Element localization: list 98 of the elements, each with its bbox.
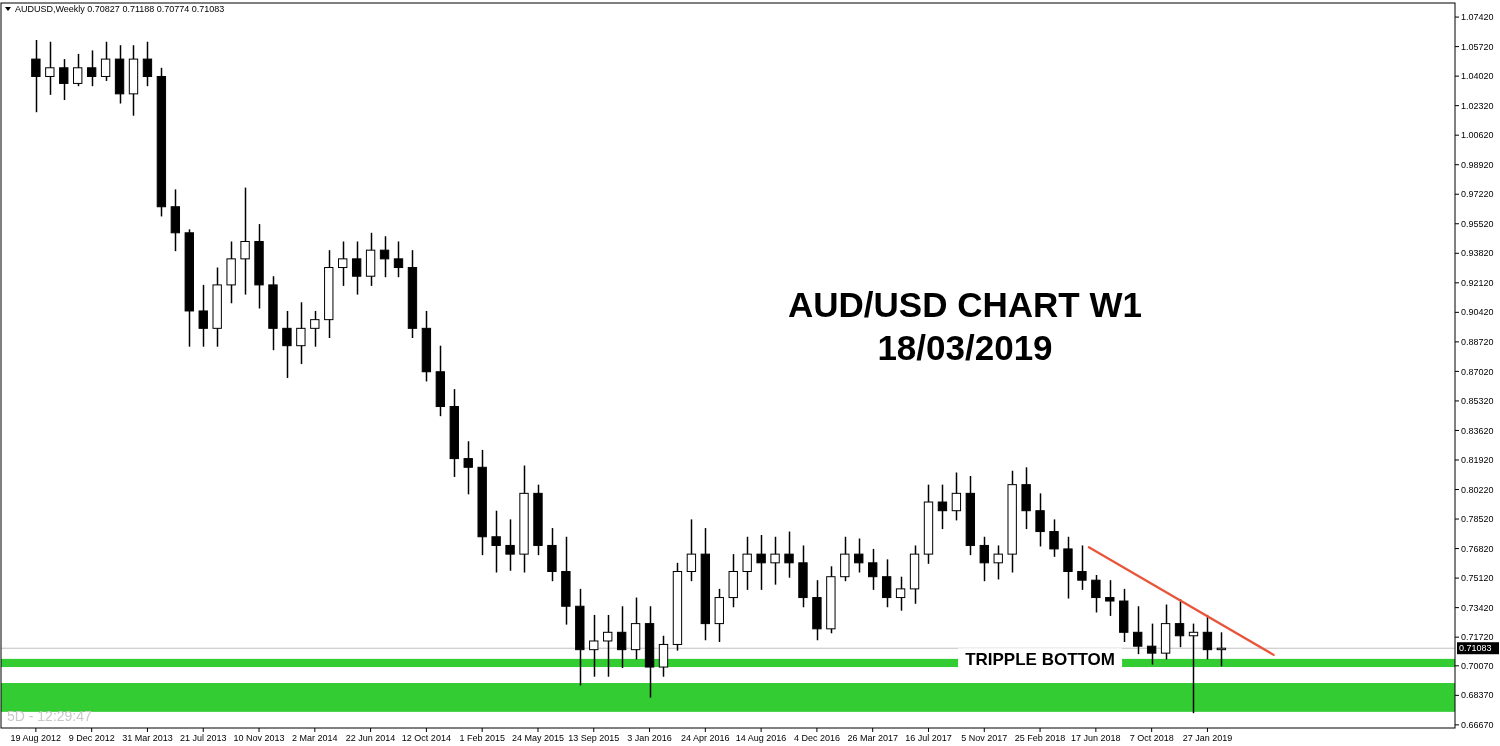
- y-tick-label: 0.98920: [1461, 159, 1494, 170]
- y-tick-label: 0.71720: [1461, 632, 1494, 643]
- y-tick-label: 1.07420: [1461, 12, 1494, 23]
- y-tick-label: 0.87020: [1461, 366, 1494, 377]
- x-tick-label: 16 Jul 2017: [905, 733, 952, 743]
- candlestick: [45, 40, 55, 96]
- candlestick: [1077, 544, 1087, 591]
- text: AUD/USD CHART W1: [788, 285, 1142, 324]
- x-tick-label: 2 Mar 2014: [292, 733, 338, 743]
- annotation: TRIPPLE BOTTOM: [965, 650, 1115, 670]
- candlestick: [658, 635, 669, 678]
- candlestick: [937, 483, 948, 530]
- x-tick-label: 31 Mar 2013: [122, 733, 173, 743]
- candlestick: [881, 558, 892, 608]
- x-tick-label: 25 Feb 2018: [1014, 733, 1066, 743]
- candlestick: [142, 40, 153, 87]
- candlestick: [351, 240, 362, 296]
- y-tick-label: 0.97220: [1461, 189, 1494, 200]
- candlestick: [59, 58, 69, 101]
- y-tick-label: 0.78520: [1461, 514, 1494, 525]
- candlestick: [463, 440, 473, 496]
- candlestick: [73, 53, 83, 87]
- candlestick: [491, 509, 501, 574]
- x-tick-label: 7 Oct 2018: [1129, 733, 1174, 743]
- x-tick-label: 24 Apr 2016: [681, 733, 730, 743]
- candlestick: [979, 536, 989, 582]
- x-tick-label: 9 Dec 2012: [68, 733, 115, 743]
- candlestick: [198, 284, 208, 348]
- x-tick-label: 24 May 2015: [511, 733, 564, 743]
- candlestick: [240, 186, 250, 296]
- candlestick: [784, 530, 794, 579]
- x-tick-label: 17 Jun 2018: [1071, 733, 1121, 743]
- y-tick-label: 0.92120: [1461, 277, 1494, 288]
- candlestick: [686, 518, 697, 582]
- candlestick: [296, 301, 306, 365]
- y-tick-label: 0.93820: [1461, 248, 1494, 259]
- x-tick-label: 21 Jul 2013: [179, 733, 227, 743]
- candlestick: [895, 575, 906, 612]
- candlestick: [756, 534, 766, 591]
- candlestick: [379, 235, 390, 278]
- y-tick-label: 0.68370: [1461, 690, 1494, 701]
- x-tick-label: 4 Dec 2016: [793, 733, 840, 743]
- annotation: AUDUSD,Weekly 0.70827 0.71188 0.70774 0.71083: [15, 4, 225, 14]
- y-tick-label: 1.02320: [1461, 100, 1494, 111]
- text: 18/03/2019: [877, 328, 1053, 367]
- y-tick-label: 1.00620: [1461, 130, 1494, 141]
- y-tick-label: 0.75120: [1461, 573, 1494, 584]
- candlestick: [868, 548, 878, 591]
- candlestick: [854, 537, 864, 574]
- candlestick: [616, 605, 627, 669]
- x-tick-label: 10 Nov 2013: [233, 733, 285, 743]
- x-tick-label: 1 Feb 2015: [459, 733, 505, 743]
- y-tick-label: 0.80220: [1461, 484, 1494, 495]
- y-tick-label: 0.73420: [1461, 602, 1494, 613]
- candlestick: [86, 49, 97, 87]
- candlestick: [1035, 492, 1045, 548]
- candlestick: [840, 536, 850, 582]
- x-tick-label: 22 Jun 2014: [345, 733, 396, 743]
- y-tick-label: 0.85320: [1461, 396, 1494, 407]
- candlestick: [338, 240, 348, 287]
- y-tick-label: 0.88720: [1461, 337, 1494, 348]
- x-tick-label: 19 Aug 2012: [10, 733, 62, 743]
- y-tick-label: 0.90420: [1461, 307, 1494, 318]
- candlestick: [770, 536, 780, 586]
- x-tick-label: 27 Jan 2019: [1182, 733, 1233, 743]
- y-tick-label: 0.83620: [1461, 425, 1494, 436]
- y-tick-label: 1.04020: [1461, 71, 1494, 82]
- x-tick-label: 5 Nov 2017: [961, 733, 1008, 743]
- candlestick: [310, 310, 320, 348]
- candlestick: [589, 614, 599, 678]
- candlestick: [1091, 574, 1101, 614]
- candlestick: [742, 536, 752, 591]
- candlestick: [1133, 605, 1143, 655]
- x-tick-label: 3 Jan 2016: [627, 733, 672, 743]
- candlestick: [393, 240, 404, 278]
- y-tick-label: 0.66670: [1461, 720, 1494, 731]
- candlestick: [603, 614, 613, 678]
- candlestick: [282, 310, 292, 379]
- candlestick: [1049, 518, 1059, 558]
- candlestick: [100, 40, 111, 82]
- x-tick-label: 12 Oct 2014: [401, 733, 451, 743]
- x-tick-label: 13 Sep 2015: [568, 733, 620, 743]
- candlestick: [1105, 579, 1115, 617]
- candlestick: [31, 39, 41, 113]
- candlestick: [505, 518, 515, 572]
- annotation: 5D - 12:29:47: [7, 708, 93, 724]
- y-tick-label: 0.70070: [1461, 660, 1494, 671]
- y-tick-label: 0.81920: [1461, 455, 1494, 466]
- candlestick: [1063, 536, 1073, 600]
- y-tick-label: 0.95520: [1461, 218, 1494, 229]
- x-tick-label: 14 Aug 2016: [735, 733, 787, 743]
- y-tick-label: 0.76820: [1461, 543, 1494, 554]
- x-tick-label: 26 Mar 2017: [847, 733, 898, 743]
- candlestick: [951, 471, 962, 522]
- ref-line-label: 0.71083: [1459, 643, 1492, 654]
- candlestick: [1146, 622, 1157, 666]
- y-tick-label: 1.05720: [1461, 41, 1494, 52]
- candlestick: [993, 544, 1003, 581]
